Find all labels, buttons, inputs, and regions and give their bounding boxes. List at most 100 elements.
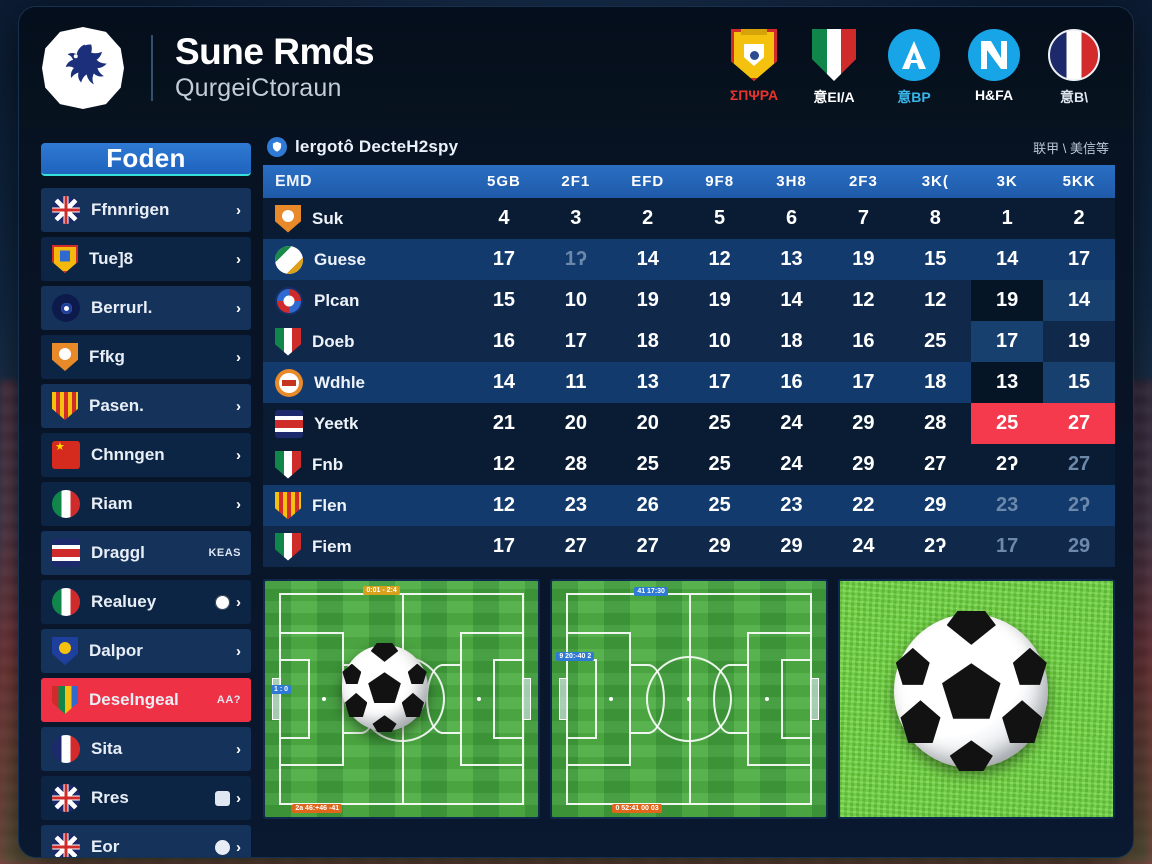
- thumbnail-row: 0:01 - 2:4 1 : 0 2a 46:+46 -41: [263, 579, 1115, 819]
- table-row[interactable]: Suk 4 3 2 5 6 7 8 1 2: [263, 198, 1115, 239]
- sidebar-item-eor[interactable]: Eor ›: [41, 825, 251, 857]
- table-cell: 29: [708, 535, 731, 557]
- row-name-cell: Plcan: [263, 286, 468, 315]
- row-name-cell: Guese: [263, 245, 468, 274]
- column-header-label[interactable]: 3H8: [776, 173, 807, 190]
- column-header-label[interactable]: EFD: [631, 173, 665, 190]
- sidebar-header[interactable]: Foden: [41, 143, 251, 176]
- chevron-right-icon: ›: [236, 495, 241, 513]
- green-white-circle-icon: [275, 245, 303, 274]
- table-cell: 23: [780, 494, 803, 516]
- table-cell: 27: [1067, 453, 1091, 475]
- empty-pitch-thumbnail[interactable]: 41 17:30 9 20:-40 2 0 52:41 00 03: [550, 579, 828, 819]
- row-label: Flen: [312, 495, 347, 515]
- row-name-cell: Wdhle: [263, 368, 468, 397]
- shield-circle-icon: [267, 137, 287, 157]
- table-cell: 2ʔ: [996, 453, 1019, 475]
- table-row[interactable]: Yeetk 21 20 20 25 24 29 28 25 27: [263, 403, 1116, 444]
- sidebar-item-trailing: ›: [236, 203, 241, 218]
- table-cell: 25: [924, 330, 947, 352]
- table-cell: 21: [492, 412, 516, 434]
- costarica-flag-icon: [52, 539, 80, 567]
- table-cell: 19: [852, 248, 875, 270]
- table-row[interactable]: Doeb 16 17 18 10 18 16 25 17 19: [263, 321, 1115, 362]
- table-cell: 15: [1043, 362, 1116, 403]
- table-cell: 19: [1067, 330, 1091, 352]
- row-name-cell: Yeetk: [263, 409, 468, 438]
- sidebar-item-chnngen[interactable]: Chnngen ›: [41, 433, 251, 477]
- uk-flag-icon: [52, 784, 80, 812]
- catalan-crest-icon: [275, 491, 301, 520]
- sidebar-item-ffnnrigen[interactable]: Ffnnrigen ›: [41, 188, 251, 232]
- column-header-label[interactable]: 2F1: [561, 173, 591, 190]
- uk-flag-icon: [52, 196, 80, 224]
- column-header-label[interactable]: 2F3: [848, 173, 878, 190]
- table-cell: 29: [780, 535, 803, 557]
- italy-shield-icon: [275, 450, 301, 479]
- table-cell: 17: [852, 371, 875, 393]
- chevron-right-icon: ›: [236, 593, 241, 611]
- sidebar-item-trailing: ›: [236, 350, 241, 365]
- table-cell: 2ʔ: [1067, 494, 1091, 516]
- column-header-label[interactable]: 3K: [996, 173, 1018, 190]
- table-row[interactable]: Fiem 17 27 27 29 29 24 2ʔ 17 29: [263, 526, 1115, 567]
- row-name-cell: Doeb: [263, 327, 468, 356]
- table-cell: 10: [708, 330, 731, 352]
- table-cell: 14: [780, 289, 803, 311]
- table-cell: 13: [636, 371, 659, 393]
- league-badge-list: ΣΠΨPA 意EI/A 意BP: [725, 29, 1111, 107]
- sidebar-item-rres[interactable]: Rres ›: [41, 776, 251, 820]
- league-label: 意B\: [1060, 89, 1088, 105]
- sidebar-item-tue-8[interactable]: Tue]8 ›: [41, 237, 251, 281]
- panel-title: lergotô DecteH2spy: [295, 137, 459, 156]
- table-row[interactable]: Wdhle 14 11 13 17 16 17 18 13 15: [263, 362, 1116, 403]
- sidebar-item-realuey[interactable]: Realuey ›: [41, 580, 251, 624]
- table-row[interactable]: Flen 12 23 26 25 23 22 29 23 2ʔ: [263, 485, 1115, 526]
- table-cell: 17: [996, 535, 1019, 557]
- table-cell: 17: [971, 321, 1044, 362]
- sidebar-item-label: Eor: [91, 837, 120, 856]
- table-cell: 15: [492, 289, 516, 311]
- whistle-small-icon: [215, 839, 230, 855]
- ball-on-grass-thumbnail[interactable]: [837, 579, 1115, 819]
- sidebar-item-sita[interactable]: Sita ›: [41, 727, 251, 771]
- sidebar-item-trailing: ›: [236, 399, 241, 414]
- table-cell: 27: [636, 535, 659, 557]
- sidebar-item-deselngeal[interactable]: Deselngeal AA?: [41, 678, 251, 722]
- sidebar-item-label: Ffnnrigen: [91, 200, 170, 219]
- column-header-label[interactable]: 3K(: [921, 173, 949, 190]
- sidebar-item-ffkg[interactable]: Ffkg ›: [41, 335, 251, 379]
- pitch-lines: [559, 593, 819, 805]
- sidebar-item-riam[interactable]: Riam ›: [41, 482, 251, 526]
- league-badge-spain[interactable]: ΣΠΨPA: [725, 29, 783, 103]
- column-header-label[interactable]: 5GB: [487, 173, 521, 190]
- table-cell: 18: [780, 330, 803, 352]
- table-header-name-cell: EMD: [263, 173, 468, 191]
- table-cell: 29: [1067, 535, 1091, 557]
- eye-circle-icon: [52, 294, 80, 322]
- row-label: Suk: [312, 208, 344, 228]
- table-cell: 16: [852, 330, 875, 352]
- sidebar-item-berrurl[interactable]: Berrurl. ›: [41, 286, 251, 330]
- chevron-right-icon: ›: [236, 446, 241, 464]
- sidebar-item-pasen[interactable]: Pasen. ›: [41, 384, 251, 428]
- league-label: 意EI/A: [813, 89, 855, 105]
- chevron-right-icon: ›: [236, 201, 241, 219]
- sidebar-item-label: Dalpor: [89, 641, 143, 660]
- thumb-tag: 0 52:41 00 03: [612, 804, 662, 813]
- pitch-with-ball-thumbnail[interactable]: 0:01 - 2:4 1 : 0 2a 46:+46 -41: [263, 579, 541, 819]
- league-badge-italy[interactable]: 意EI/A: [805, 29, 863, 107]
- table-cell: 17: [492, 248, 516, 270]
- league-badge-blue-n[interactable]: H&FA: [965, 29, 1023, 103]
- chevron-right-icon: ›: [236, 838, 241, 856]
- league-badge-blue-a[interactable]: 意BP: [885, 29, 943, 107]
- sidebar-item-draggl[interactable]: Draggl KEAS: [41, 531, 251, 575]
- league-badge-france[interactable]: 意B\: [1045, 29, 1103, 107]
- column-header-label[interactable]: 9F8: [705, 173, 735, 190]
- column-header-label[interactable]: 5KK: [1062, 173, 1096, 190]
- table-cell: 2: [1073, 207, 1085, 229]
- table-row[interactable]: Fnb 12 28 25 25 24 29 27 2ʔ 27: [263, 444, 1115, 485]
- table-row[interactable]: Guese 17 1ʔ 14 12 13 19 15 14 17: [263, 239, 1115, 280]
- sidebar-item-dalpor[interactable]: Dalpor ›: [41, 629, 251, 673]
- table-row[interactable]: Plcan 15 10 19 19 14 12 12 19 14: [263, 280, 1116, 321]
